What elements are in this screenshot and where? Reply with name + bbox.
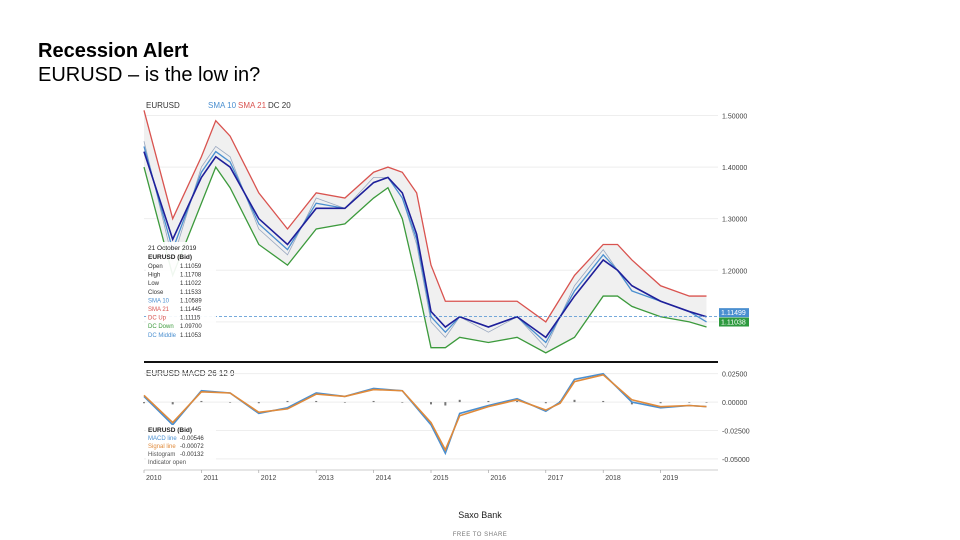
histogram-bar	[659, 402, 662, 404]
histogram-bar	[286, 400, 289, 403]
macd-legend-row-label: Signal line	[148, 444, 176, 450]
histogram-bar	[544, 402, 547, 404]
legend-row-value: 1.11708	[180, 273, 202, 279]
macd-y-tick-label: 0.00000	[722, 400, 747, 407]
macd-legend-row-label: MACD line	[148, 436, 177, 442]
eurusd-chart: EURUSD SMA 10 SMA 21 DC 201.500001.400001.3…	[142, 96, 756, 488]
histogram-bar	[257, 402, 260, 404]
price-tag-label: 1.11499	[721, 310, 746, 317]
macd-legend-row-value: -0.00072	[180, 444, 204, 450]
x-axis: 2010 2011 2012 2013 2014 2015 2016 2017 2018 2019	[143, 469, 718, 482]
slide-title: Recession Alert	[38, 40, 189, 62]
legend-row-value: 1.11022	[180, 281, 202, 287]
histogram-bar	[171, 402, 174, 405]
x-tick-label: 2017	[548, 475, 564, 482]
footer-source: Saxo Bank	[458, 510, 502, 520]
histogram-bar	[688, 402, 691, 403]
legend-row-label: SMA 21	[148, 307, 170, 313]
x-tick-label: 2016	[490, 475, 506, 482]
indicator-label: SMA 21	[238, 101, 267, 110]
macd-legend-row-value: -0.00132	[180, 452, 204, 458]
macd-legend-box	[146, 425, 216, 469]
price-panel: EURUSD SMA 10 SMA 21 DC 201.500001.400001.3…	[143, 101, 749, 354]
price-tag	[719, 308, 749, 318]
histogram-bar	[516, 400, 519, 403]
legend-row-value: 1.11115	[180, 316, 201, 322]
macd-y-tick-label: -0.02500	[722, 429, 750, 436]
price-tag-label: 1.11038	[721, 320, 746, 327]
x-tick-label: 2019	[663, 475, 679, 482]
legend-date: 21 October 2019	[148, 245, 197, 252]
histogram-bar	[430, 402, 432, 405]
indicator-label: DC 20	[268, 101, 291, 110]
price-series-line	[143, 165, 707, 354]
histogram-bar	[705, 402, 708, 403]
histogram-bar	[602, 400, 605, 403]
histogram-bar	[200, 400, 203, 403]
histogram-bar	[573, 399, 576, 403]
x-tick-label: 2010	[146, 475, 162, 482]
macd-legend-row-value: -0.00546	[180, 436, 204, 442]
x-tick-label: 2012	[261, 475, 277, 482]
legend-title: EURUSD (Bid)	[148, 254, 192, 261]
x-tick-label: 2011	[203, 475, 218, 482]
histogram-bar	[315, 400, 318, 403]
macd-y-tick-label: 0.02500	[722, 372, 747, 379]
legend-row-value: 1.11445	[180, 307, 202, 313]
histogram-bar	[372, 400, 375, 403]
macd-legend-title: EURUSD (Bid)	[148, 427, 192, 434]
price-series-line	[143, 151, 707, 339]
macd-legend-row-label: Histogram	[148, 452, 175, 458]
footer-share: FREE TO SHARE	[452, 532, 508, 538]
legend-row-label: High	[148, 273, 160, 279]
histogram-bar	[458, 399, 461, 403]
indicator-label: SMA 10	[208, 101, 237, 110]
legend-row-label: DC Up	[148, 316, 167, 322]
price-y-tick-label: 1.40000	[722, 165, 747, 172]
legend-row-value: 1.10589	[180, 298, 202, 304]
histogram-bar	[143, 402, 145, 404]
legend-row-label: DC Middle	[148, 333, 177, 339]
macd-legend-row-label: Indicator open	[148, 460, 186, 466]
x-tick-label: 2014	[376, 475, 392, 482]
price-legend-box	[146, 242, 216, 342]
macd-panel: EURUSD MACD 26 12 9 0.025000.00000-0.0250…	[143, 369, 750, 469]
macd-series-line	[143, 373, 707, 452]
price-y-tick-label: 1.50000	[722, 113, 747, 120]
price-y-tick-label: 1.20000	[722, 268, 747, 275]
x-tick-label: 2018	[605, 475, 621, 482]
price-symbol-label: EURUSD	[146, 101, 180, 110]
donchian-band	[144, 110, 707, 353]
price-y-tick-label: 1.30000	[722, 217, 747, 224]
legend-row-label: Close	[148, 290, 164, 296]
legend-row-value: 1.11059	[180, 264, 202, 270]
macd-y-tick-label: -0.05000	[722, 457, 750, 464]
legend-row-value: 1.09700	[180, 324, 202, 330]
histogram-bar	[229, 402, 232, 403]
price-series-line	[143, 110, 707, 323]
histogram-bar	[444, 402, 447, 406]
legend-row-label: DC Down	[148, 324, 174, 330]
x-tick-label: 2013	[318, 475, 334, 482]
price-tag	[719, 317, 749, 327]
legend-row-label: Open	[148, 264, 163, 270]
histogram-bar	[487, 400, 490, 403]
legend-row-label: Low	[148, 281, 160, 287]
legend-row-value: 1.11053	[180, 333, 202, 339]
x-tick-label: 2015	[433, 475, 449, 482]
legend-row-label: SMA 10	[148, 298, 170, 304]
slide-subtitle: EURUSD – is the low in?	[38, 64, 261, 86]
legend-row-value: 1.11533	[180, 290, 202, 296]
histogram-bar	[630, 402, 633, 405]
histogram-bar	[343, 402, 346, 403]
histogram-bar	[401, 402, 404, 403]
